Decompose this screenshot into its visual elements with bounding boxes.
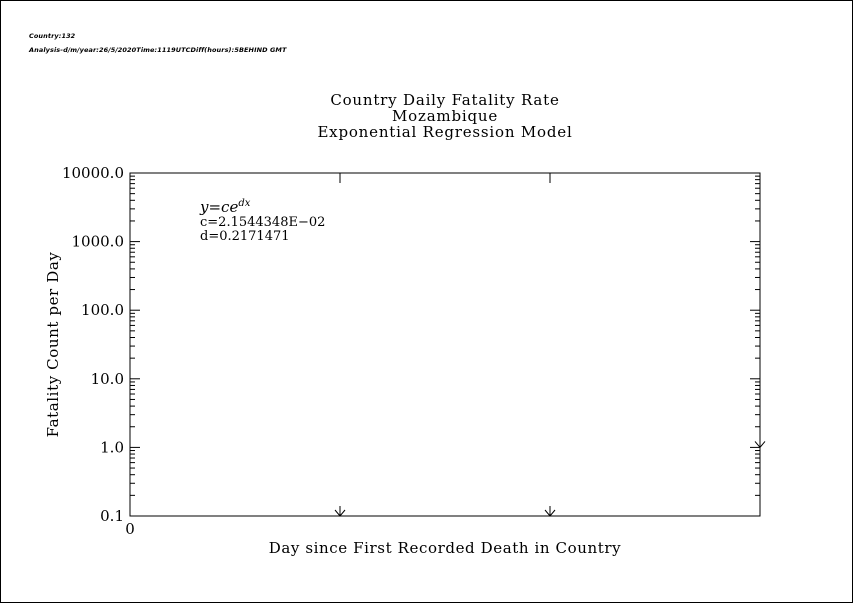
data-point-marker xyxy=(544,506,556,517)
fit-d-label: d=0.2171471 xyxy=(200,229,290,244)
y-tick-label: 1000.0 xyxy=(72,233,125,251)
header-country: Country:132 xyxy=(29,32,76,40)
chart-subtitle-model: Exponential Regression Model xyxy=(317,123,573,141)
chart-title: Country Daily Fatality Rate xyxy=(330,91,560,109)
chart-subtitle-country: Mozambique xyxy=(392,107,498,125)
y-tick-label: 1.0 xyxy=(100,438,124,456)
y-tick-label: 0.1 xyxy=(100,507,124,525)
header-analysis-time: Analysis-d/m/year:26/5/2020Time:1119UTCD… xyxy=(29,46,287,54)
data-point-marker xyxy=(754,437,766,449)
fit-equation: y=cedx xyxy=(199,198,251,216)
y-axis-label: Fatality Count per Day xyxy=(44,252,62,438)
x-axis-label: Day since First Recorded Death in Countr… xyxy=(269,539,622,557)
y-tick-label: 10.0 xyxy=(91,370,124,388)
x-tick-label: 0 xyxy=(125,520,135,538)
fit-c-label: c=2.1544348E−02 xyxy=(200,215,325,230)
y-tick-label: 10000.0 xyxy=(62,164,124,182)
y-tick-label: 100.0 xyxy=(81,301,124,319)
data-point-marker xyxy=(334,506,346,517)
plot-area xyxy=(129,172,761,517)
